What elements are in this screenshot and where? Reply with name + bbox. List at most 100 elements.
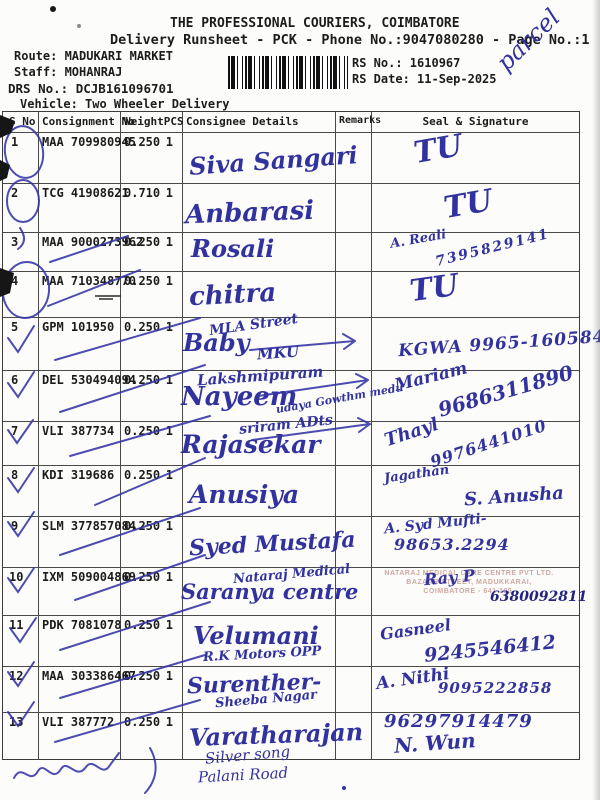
pen-dot [342,786,346,790]
route-line: Route: MADUKARI MARKET [14,49,173,63]
rs-no-line: RS No.: 1610967 [352,56,461,70]
col-header-remarks: Remarks [336,112,381,132]
signature-handwritten: Gasneel [378,615,453,644]
consignee-cell: Anbarasi [183,184,336,232]
scan-edge-shadow [592,0,600,800]
consignee-cell: Velumani R.K Motors OPP [183,616,336,666]
seal-cell: Mariam 9686311890 [372,358,579,421]
pcs: 1 [165,424,173,438]
weight-pcs: 0.250 1 [121,568,183,615]
pcs: 1 [165,570,173,584]
scan-artifact-speck [77,24,81,28]
signature-handwritten: TU [441,183,496,226]
table-row: 10 IXM 509004869 0.250 1 Nataraj Medical … [3,562,587,616]
scan-artifact-speck [50,6,56,12]
col-header-pcs: PCS [163,115,184,128]
col-header-consignee: Consignee Details [183,112,336,132]
table-header-row: S No Consignment No Weight PCS Consignee… [3,112,579,133]
drs-line: DRS No.: DCJB161096701 [8,81,174,96]
stamp-line: COIMBATORE - 641 105. [423,587,515,595]
remarks-cell [336,133,372,183]
company-title: THE PROFESSIONAL COURIERS, COIMBATORE [170,16,460,31]
seal-cell: Thayl 9976441010 [372,414,579,471]
pcs: 1 [165,186,173,200]
weight-pcs: 0.250 1 [121,133,183,183]
remarks-cell [336,318,372,370]
pcs: 1 [165,519,173,533]
consignment-no: MAA 709980945 [39,133,136,183]
pcs: 1 [165,274,173,288]
signature-phone-handwritten: 9245546412 [423,631,557,667]
remarks-cell [336,466,372,516]
vehicle-line: Vehicle: Two Wheeler Delivery [20,97,230,111]
remarks-cell [336,568,372,615]
weight: 0.250 [124,320,161,334]
consignee-name-handwritten: Siva Sangari [188,140,359,181]
weight: 0.250 [124,570,161,584]
signature-handwritten: Jagathan [383,462,451,487]
sno: 8 [3,466,39,516]
table-row: 2 TCG 41908621 0.710 1 Anbarasi TU [3,183,579,233]
consignment-no: DEL 530494094 [39,371,136,421]
col-header-sno: S No [3,112,39,132]
consignment-no: KDI 319686 [39,466,121,516]
consignee-name-handwritten: Syed Mustafa [188,526,357,562]
weight: 0.250 [124,468,161,482]
pcs: 1 [165,235,173,249]
weight-pcs: 0.250 1 [121,713,183,759]
weight-pcs: 0.250 1 [121,371,183,421]
weight-pcs: 0.250 1 [121,466,183,516]
consignee-cell: chitra [183,272,336,317]
signature-phone-handwritten: 98653.2294 [394,535,510,554]
table-row: 1 MAA 709980945 0.250 1 Siva Sangari TU [3,128,579,184]
pcs: 1 [165,715,173,729]
weight-pcs: 0.710 1 [121,184,183,232]
seal-cell: TU [372,183,579,232]
signature-phone-handwritten: 96297914479 [384,711,533,732]
signature-phone-handwritten: 7395829141 [433,226,552,270]
consignee-name-handwritten: Saranya centre [181,579,359,604]
consignee-cell: Siva Sangari [183,133,359,183]
table-row: 7 VLI 387734 0.250 1 sriram ADts Rajaseka… [3,412,579,471]
signature-phone-handwritten: 6380092811 [490,589,588,605]
seal-cell: NATARAJ MEDICAL CARE CENTRE PVT LTD. BAZ… [372,565,587,615]
sno: 4 [3,272,39,317]
sno: 11 [3,616,39,666]
consignee-cell: Rosali [183,233,336,271]
signature-handwritten: N. Wun [393,728,477,758]
weight-pcs: 0.250 1 [121,616,183,666]
runsheet-table: S No Consignment No Weight PCS Consignee… [2,111,600,760]
pcs: 1 [165,135,173,149]
consignment-no: MAA 303386467 [39,667,136,712]
pcs: 1 [165,669,173,683]
consignment-no: GPM 101950 [39,318,121,370]
table-row: 5 GPM 101950 0.250 1 MLA Street Baby MKU … [3,311,600,371]
seal-cell: A. Nithi 9095222858 [372,664,579,712]
pcs: 1 [165,468,173,482]
pcs: 1 [165,618,173,632]
seal-cell: Jagathan S. Anusha [372,462,579,516]
staff-line: Staff: MOHANRAJ [14,65,123,79]
seal-cell: KGWA 9965-160584 [372,318,600,370]
remarks-cell [336,422,372,465]
seal-cell: TU [372,128,579,183]
table-row: 3 MAA 9000273962 0.250 1 Rosali A. Reali … [3,226,579,272]
seal-cell: A. Reali 7395829141 [372,226,579,271]
consignee-cell: Anusiya [183,466,336,516]
seal-cell: Gasneel 9245546412 [372,615,579,667]
runsheet-subtitle: Delivery Runsheet - PCK - Phone No.:9047… [110,32,590,48]
consignee-overflow-handwritten: Palani Road [197,763,289,787]
weight-pcs: 0.250 1 [121,233,183,271]
consignee-cell: Varatharajan [183,713,364,759]
weight-pcs: 0.250 1 [121,272,183,317]
consignee-area-handwritten: MKU [256,342,300,364]
signature-handwritten: S. Anusha [463,482,565,511]
remarks-cell [336,517,372,567]
weight: 0.250 [124,669,161,683]
sno: 1 [3,133,39,183]
barcode [228,56,348,89]
rubber-stamp: NATARAJ MEDICAL CARE CENTRE PVT LTD. BAZ… [374,570,564,596]
table-row: 6 DEL 530494094 0.250 1 Lakshmipuram Naye… [3,358,579,422]
col-header-consignment: Consignment No [39,112,135,132]
signature-handwritten: Ray P [423,565,476,590]
